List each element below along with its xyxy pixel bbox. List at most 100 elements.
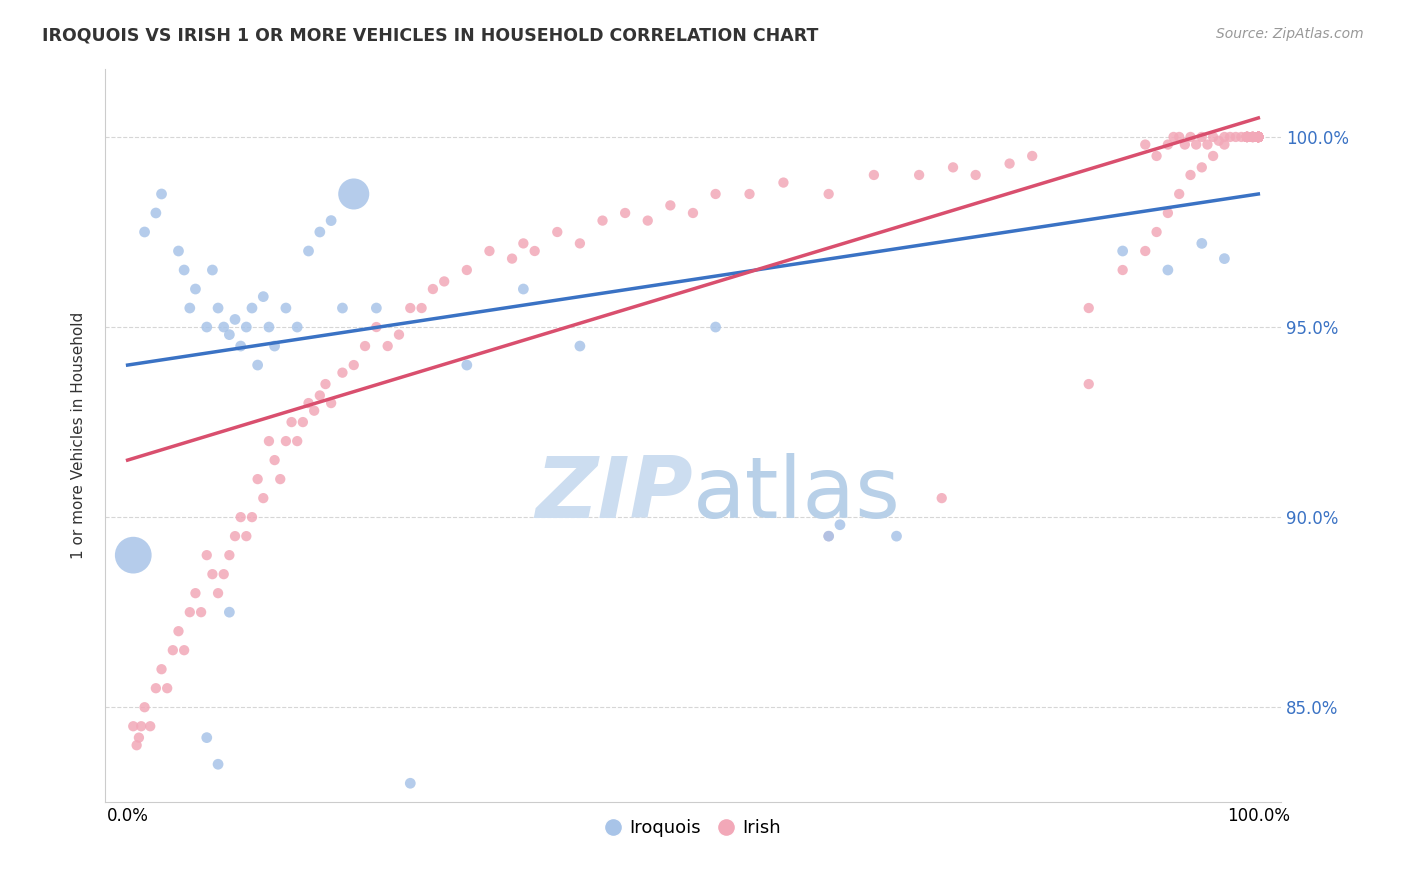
Point xyxy=(1236,130,1258,145)
Point xyxy=(134,225,156,239)
Point xyxy=(1247,130,1270,145)
Point xyxy=(817,529,839,543)
Point xyxy=(1236,130,1258,145)
Point xyxy=(817,186,839,201)
Point xyxy=(1247,130,1270,145)
Point xyxy=(1247,130,1270,145)
Point xyxy=(229,339,252,353)
Point xyxy=(1219,130,1241,145)
Point xyxy=(1185,137,1208,152)
Point xyxy=(122,719,145,733)
Point xyxy=(201,263,224,277)
Point xyxy=(1247,130,1270,145)
Point xyxy=(167,624,190,639)
Point xyxy=(1135,244,1157,258)
Text: ZIP: ZIP xyxy=(536,452,693,535)
Point xyxy=(1247,130,1270,145)
Point xyxy=(285,434,308,449)
Point xyxy=(321,396,343,410)
Point xyxy=(456,358,478,372)
Point xyxy=(291,415,314,429)
Point xyxy=(1247,130,1270,145)
Point xyxy=(523,244,546,258)
Point xyxy=(659,198,682,212)
Point xyxy=(568,339,591,353)
Point xyxy=(1247,130,1270,145)
Point xyxy=(128,731,150,745)
Point xyxy=(1241,130,1264,145)
Point xyxy=(285,320,308,334)
Point xyxy=(377,339,399,353)
Point xyxy=(546,225,568,239)
Point xyxy=(1247,130,1270,145)
Point xyxy=(1247,130,1270,145)
Point xyxy=(240,301,263,315)
Point xyxy=(139,719,162,733)
Point xyxy=(1247,130,1270,145)
Point xyxy=(614,206,637,220)
Point xyxy=(1236,130,1258,145)
Point xyxy=(1247,130,1270,145)
Point xyxy=(1247,130,1270,145)
Point xyxy=(1168,186,1191,201)
Point xyxy=(332,301,354,315)
Point xyxy=(1241,130,1264,145)
Point xyxy=(173,263,195,277)
Point xyxy=(1247,130,1270,145)
Point xyxy=(1146,225,1168,239)
Point xyxy=(1111,244,1133,258)
Point xyxy=(195,320,218,334)
Point xyxy=(1208,134,1230,148)
Point xyxy=(1247,130,1270,145)
Point xyxy=(224,529,246,543)
Point xyxy=(134,700,156,714)
Point xyxy=(1077,301,1099,315)
Point xyxy=(179,301,201,315)
Point xyxy=(1241,130,1264,145)
Point xyxy=(1247,130,1270,145)
Point xyxy=(207,757,229,772)
Point xyxy=(1247,130,1270,145)
Point xyxy=(207,301,229,315)
Point xyxy=(1213,252,1236,266)
Point xyxy=(704,320,727,334)
Point xyxy=(1247,130,1270,145)
Point xyxy=(1247,130,1270,145)
Point xyxy=(478,244,501,258)
Point xyxy=(1236,130,1258,145)
Point xyxy=(1247,130,1270,145)
Point xyxy=(1180,130,1202,145)
Point xyxy=(145,681,167,696)
Point xyxy=(1135,137,1157,152)
Point xyxy=(704,186,727,201)
Text: atlas: atlas xyxy=(693,452,901,535)
Point xyxy=(302,403,325,417)
Point xyxy=(235,529,257,543)
Point xyxy=(568,236,591,251)
Point xyxy=(314,377,336,392)
Point xyxy=(1247,130,1270,145)
Point xyxy=(817,529,839,543)
Point xyxy=(512,282,534,296)
Point xyxy=(184,282,207,296)
Point xyxy=(828,517,851,532)
Point xyxy=(1247,130,1270,145)
Point xyxy=(263,339,285,353)
Point xyxy=(1236,130,1258,145)
Point xyxy=(1236,130,1258,145)
Point xyxy=(637,213,659,227)
Point xyxy=(224,312,246,326)
Point xyxy=(297,396,319,410)
Point xyxy=(366,301,388,315)
Point xyxy=(1241,130,1264,145)
Point xyxy=(1191,130,1213,145)
Point xyxy=(1197,137,1219,152)
Point xyxy=(252,290,274,304)
Point xyxy=(1111,263,1133,277)
Point xyxy=(1247,130,1270,145)
Point xyxy=(167,244,190,258)
Point xyxy=(1157,206,1180,220)
Point xyxy=(1241,130,1264,145)
Point xyxy=(1213,137,1236,152)
Point xyxy=(1236,130,1258,145)
